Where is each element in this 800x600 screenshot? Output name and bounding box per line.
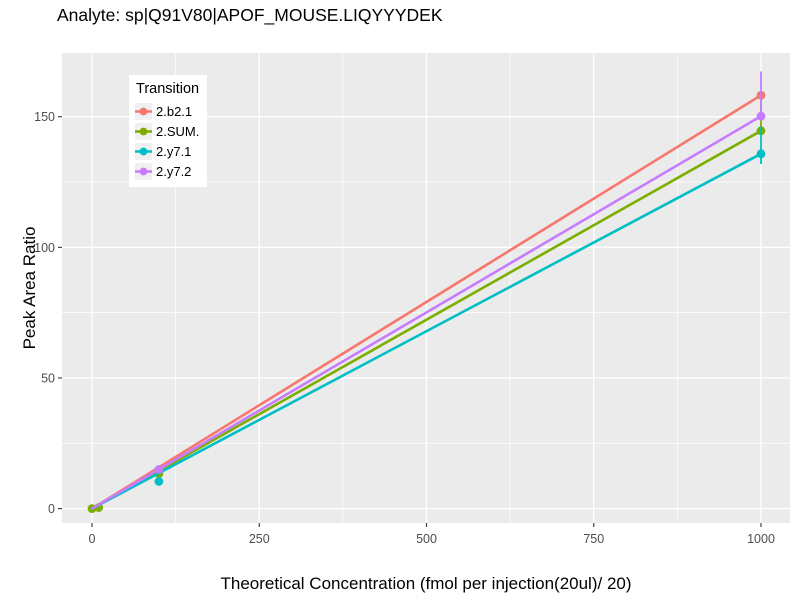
legend-item-label: 2.b2.1 <box>156 103 193 119</box>
legend-title: Transition <box>136 81 200 97</box>
x-tick-label: 750 <box>583 532 604 546</box>
y-axis-label: Peak Area Ratio <box>20 226 39 350</box>
x-tick-label: 500 <box>416 532 437 546</box>
legend-items: 2.b2.1 2.SUM. 2.y7.1 2.y7.2 <box>135 101 199 181</box>
fit-line-2.y7.1 <box>90 152 763 510</box>
fit-line-2.b2.1 <box>90 93 763 510</box>
data-point-2.y7.2 <box>756 111 766 121</box>
y-tick-label: 0 <box>48 502 55 516</box>
legend-key-icon <box>135 142 152 160</box>
y-tick-label: 150 <box>34 110 55 124</box>
fit-line-2.y7.2 <box>90 114 763 510</box>
legend-item-2.b2.1: 2.b2.1 <box>135 101 199 121</box>
y-tick-label: 50 <box>41 371 55 385</box>
legend-item-label: 2.y7.2 <box>156 163 192 179</box>
legend-item-label: 2.y7.1 <box>156 143 192 159</box>
data-point-2.y7.2 <box>154 465 164 474</box>
data-point-2.y7.1 <box>154 477 164 486</box>
legend-key-icon <box>135 102 152 120</box>
fit-line-2.SUM. <box>90 129 763 510</box>
legend-item-label: 2.SUM. <box>156 123 200 139</box>
legend-item-2.SUM.: 2.SUM. <box>135 121 199 141</box>
legend-item-2.y7.1: 2.y7.1 <box>135 141 199 161</box>
y-tick-label: 100 <box>34 241 55 255</box>
legend-key-icon <box>135 162 152 180</box>
x-tick-label: 250 <box>249 532 270 546</box>
x-tick-label: 0 <box>89 532 96 546</box>
plot-title: Analyte: sp|Q91V80|APOF_MOUSE.LIQYYYDEK <box>57 5 443 25</box>
x-axis-label: Theoretical Concentration (fmol per inje… <box>220 574 632 593</box>
x-tick-label: 1000 <box>747 532 775 546</box>
data-point-2.y7.1 <box>756 149 766 159</box>
legend: Transition 2.b2.1 2.SUM. 2.y7.1 2.y7.2 <box>129 75 208 187</box>
legend-key-icon <box>135 122 152 140</box>
legend-item-2.y7.2: 2.y7.2 <box>135 161 199 181</box>
